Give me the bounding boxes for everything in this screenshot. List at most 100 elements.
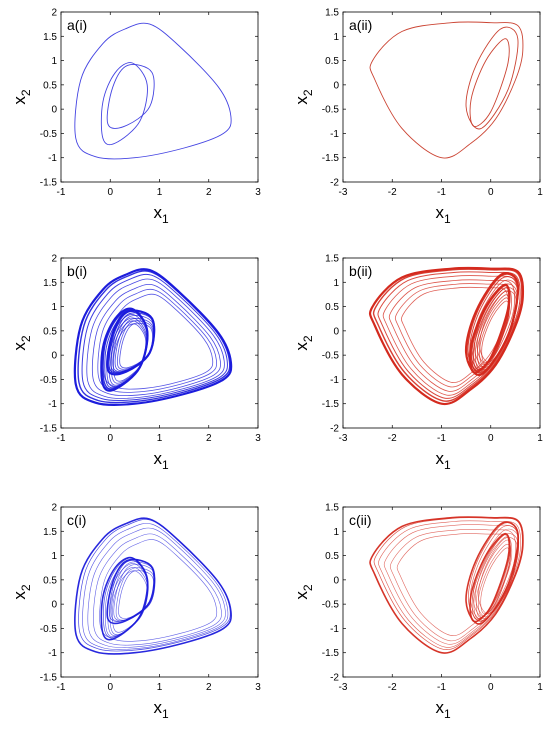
y-tick-label: 0 bbox=[51, 105, 57, 116]
trajectory-group bbox=[73, 268, 233, 407]
trajectory-loop-2 bbox=[469, 38, 510, 127]
x-tick-label: -2 bbox=[388, 682, 397, 693]
x-tick-label: -2 bbox=[388, 433, 397, 444]
trajectory-loop-2 bbox=[118, 570, 155, 619]
x-axis-label: x1 bbox=[154, 698, 170, 721]
axes-frame bbox=[342, 257, 541, 429]
y-tick-label: 1 bbox=[51, 302, 57, 313]
x-tick-label: -1 bbox=[437, 187, 446, 198]
y-tick-label: -2 bbox=[330, 178, 339, 189]
y-tick-label: -1 bbox=[330, 129, 339, 140]
trajectory-loop-0 bbox=[77, 270, 231, 404]
axes-frame bbox=[60, 506, 259, 678]
y-tick-label: 0.5 bbox=[43, 80, 57, 91]
trajectory-loop-0 bbox=[73, 268, 233, 407]
x-tick-label: -2 bbox=[388, 187, 397, 198]
y-axis-label: x2 bbox=[10, 584, 33, 600]
trajectory-loop-1 bbox=[479, 290, 517, 363]
x-axis-label: x1 bbox=[154, 449, 170, 472]
y-tick-label: 1 bbox=[333, 32, 339, 43]
trajectory-loop-2 bbox=[473, 536, 511, 619]
trajectory-loop-1 bbox=[100, 62, 148, 146]
y-axis-label: x2 bbox=[292, 335, 315, 351]
y-tick-label: 2 bbox=[51, 503, 57, 514]
trajectory-loop-0 bbox=[93, 533, 222, 646]
x-axis-label: x1 bbox=[436, 698, 452, 721]
panel-label: b(i) bbox=[67, 263, 87, 279]
y-axis-label: x2 bbox=[292, 584, 315, 600]
y-tick-label: 0 bbox=[51, 600, 57, 611]
x-tick-label: 3 bbox=[255, 682, 261, 693]
y-tick-label: 0 bbox=[51, 351, 57, 362]
trajectory-loop-0 bbox=[377, 271, 521, 399]
y-tick-label: -1 bbox=[330, 624, 339, 635]
y-tick-label: 1.5 bbox=[43, 527, 57, 538]
y-tick-label: -1 bbox=[48, 648, 57, 659]
trajectory-loop-1 bbox=[100, 556, 149, 641]
trajectory-loop-0 bbox=[373, 517, 523, 650]
trajectory-loop-0 bbox=[99, 539, 218, 642]
y-axis-label: x2 bbox=[292, 89, 315, 105]
trajectory-loop-2 bbox=[119, 322, 153, 369]
trajectory-loop-1 bbox=[478, 537, 518, 614]
x-tick-label: 1 bbox=[157, 433, 163, 444]
x-tick-label: 1 bbox=[157, 187, 163, 198]
y-tick-label: 0.5 bbox=[325, 302, 339, 313]
x-tick-label: -1 bbox=[57, 433, 66, 444]
y-axis-label: x2 bbox=[10, 335, 33, 351]
y-tick-label: 1 bbox=[333, 278, 339, 289]
y-tick-label: -0.5 bbox=[40, 375, 58, 386]
trajectory-loop-0 bbox=[97, 288, 218, 393]
x-tick-label: 3 bbox=[255, 187, 261, 198]
panel-label: a(i) bbox=[67, 17, 87, 33]
trajectory-loop-1 bbox=[476, 287, 518, 366]
x-tick-label: 2 bbox=[206, 187, 212, 198]
trajectory-group bbox=[369, 21, 524, 159]
x-tick-label: 0 bbox=[107, 187, 113, 198]
trajectory-group bbox=[368, 266, 525, 406]
trajectory-loop-2 bbox=[115, 567, 155, 621]
x-axis-label: x1 bbox=[436, 449, 452, 472]
panel-label: c(ii) bbox=[349, 512, 372, 528]
x-tick-label: 2 bbox=[206, 433, 212, 444]
y-tick-label: 1 bbox=[51, 551, 57, 562]
trajectory-loop-2 bbox=[472, 287, 511, 370]
x-tick-label: -3 bbox=[339, 187, 348, 198]
trajectory-loop-1 bbox=[112, 570, 148, 633]
x-tick-label: 1 bbox=[157, 682, 163, 693]
axes-frame bbox=[342, 11, 541, 183]
trajectory-loop-1 bbox=[469, 276, 519, 372]
y-tick-label: -1.5 bbox=[40, 178, 58, 189]
trajectory-loop-2 bbox=[117, 320, 154, 370]
trajectory-loop-0 bbox=[81, 273, 228, 402]
x-tick-label: 0 bbox=[107, 433, 113, 444]
trajectory-loop-0 bbox=[91, 283, 221, 397]
y-tick-label: -1.5 bbox=[40, 424, 58, 435]
x-tick-label: 0 bbox=[488, 187, 494, 198]
trajectory-loop-0 bbox=[102, 293, 214, 390]
trajectory-loop-2 bbox=[469, 532, 511, 623]
x-tick-label: 2 bbox=[206, 682, 212, 693]
x-tick-label: 1 bbox=[537, 682, 543, 693]
trajectory-loop-0 bbox=[389, 528, 516, 642]
y-tick-label: -0.5 bbox=[40, 624, 58, 635]
axes-frame bbox=[60, 11, 259, 183]
x-tick-label: -1 bbox=[437, 433, 446, 444]
x-tick-label: -3 bbox=[339, 682, 348, 693]
panel-label: b(ii) bbox=[349, 263, 372, 279]
trajectory-loop-0 bbox=[78, 519, 231, 652]
x-tick-label: 0 bbox=[107, 682, 113, 693]
x-axis-label: x1 bbox=[436, 203, 452, 226]
trajectory-loop-1 bbox=[471, 279, 519, 370]
y-tick-label: 2 bbox=[51, 8, 57, 19]
y-tick-label: 0 bbox=[333, 80, 339, 91]
y-tick-label: -0.5 bbox=[322, 105, 340, 116]
trajectory-loop-1 bbox=[470, 525, 519, 621]
x-tick-label: 3 bbox=[255, 433, 261, 444]
trajectory-loop-1 bbox=[113, 323, 147, 382]
x-tick-label: -1 bbox=[437, 682, 446, 693]
trajectory-loop-1 bbox=[110, 320, 147, 384]
